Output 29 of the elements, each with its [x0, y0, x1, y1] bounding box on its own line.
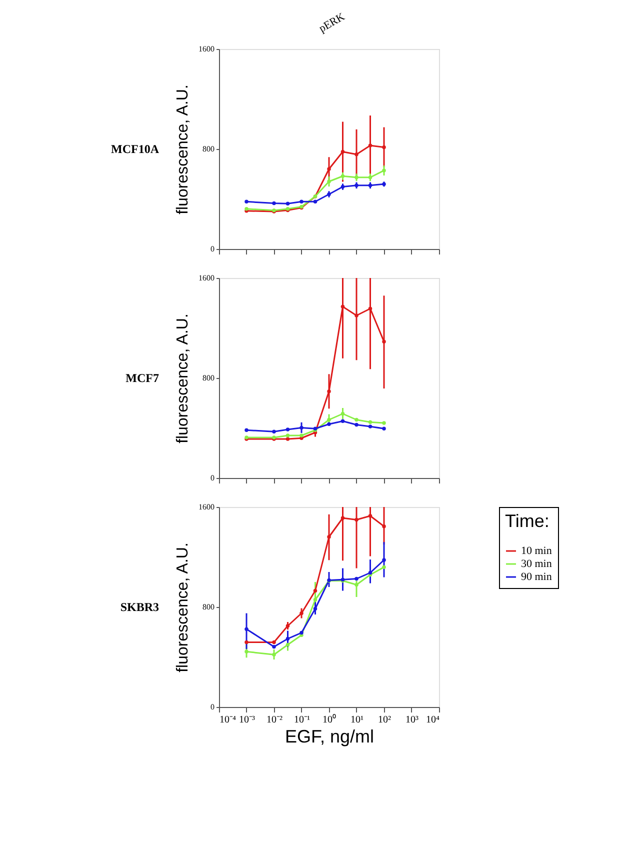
- y-tick-label: 0: [210, 244, 214, 254]
- x-tick-label: 10³: [406, 714, 418, 726]
- text: MCF7: [126, 371, 159, 385]
- legend-label: 90 min: [521, 571, 552, 583]
- legend-label: 30 min: [521, 558, 552, 570]
- x-tick-label: 10⁴: [426, 714, 440, 726]
- legend-label: 10 min: [521, 545, 552, 557]
- x-tick-label: 10⁻¹: [294, 714, 310, 726]
- text: MCF10A: [111, 142, 160, 156]
- y-tick-label: 1600: [198, 274, 214, 282]
- y-axis-title: fluorescence, A.U.: [174, 542, 192, 672]
- x-tick-label: 10⁻²: [266, 714, 282, 726]
- x-axis-title: EGF, ng/ml: [284, 726, 374, 746]
- y-axis-title: fluorescence, A.U.: [174, 314, 192, 444]
- y-tick-label: 800: [202, 602, 214, 612]
- x-tick-label: 10¹: [350, 714, 364, 726]
- y-tick-label: 1600: [198, 502, 214, 512]
- legend-title: Time:: [505, 511, 550, 531]
- y-tick-label: 1600: [198, 44, 214, 54]
- y-tick-label: 800: [202, 374, 214, 382]
- x-tick-label: 10⁻³: [239, 714, 255, 726]
- y-tick-label: 800: [202, 144, 214, 154]
- text: SKBR3: [120, 600, 159, 614]
- x-tick-label: 10⁻⁴: [220, 714, 236, 726]
- y-tick-label: 0: [210, 474, 214, 482]
- x-tick-label: 10⁰: [322, 714, 336, 726]
- x-tick-label: 10²: [378, 714, 391, 726]
- y-axis-title: fluorescence, A.U.: [174, 84, 192, 214]
- y-tick-label: 0: [210, 702, 214, 712]
